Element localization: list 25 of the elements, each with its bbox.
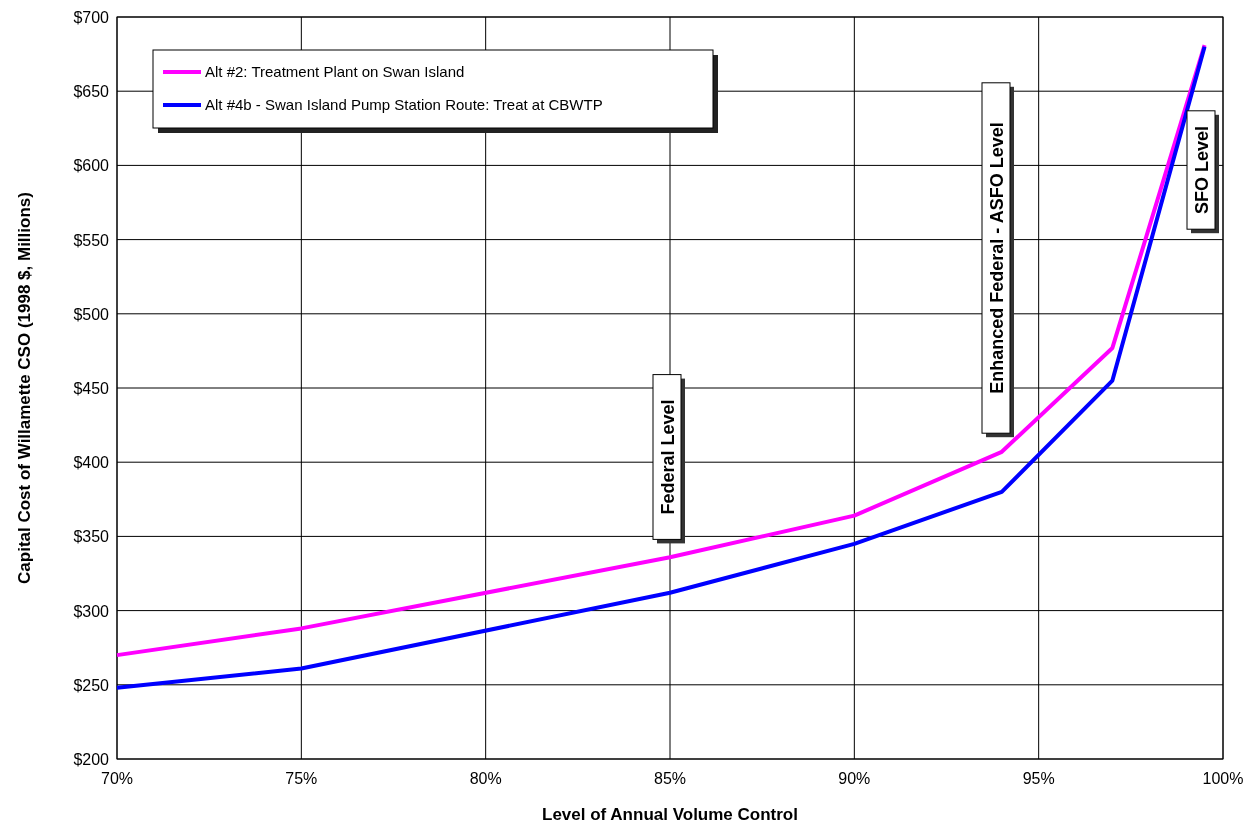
- annotation: SFO Level: [1192, 125, 1212, 215]
- x-tick-label: 70%: [100, 770, 134, 787]
- annotation: Enhanced Federal - ASFO Level: [987, 122, 1007, 394]
- x-tick-label: 80%: [469, 770, 502, 787]
- y-tick-label: $200: [73, 751, 110, 768]
- y-tick-label: $700: [73, 9, 110, 26]
- legend-label: Alt #2: Treatment Plant on Swan Island: [205, 63, 465, 80]
- y-tick-label: $500: [73, 305, 110, 323]
- y-tick-label: $300: [73, 602, 110, 620]
- y-tick-label: $350: [73, 528, 110, 546]
- y-tick-label: $550: [73, 231, 110, 249]
- y-tick-label: $250: [73, 676, 110, 694]
- y-tick-label: $600: [73, 157, 110, 175]
- y-axis-title: Capital Cost of Willamette CSO (1998 $, Millions): [15, 192, 34, 584]
- annotation: Federal Level: [658, 399, 678, 515]
- legend-label: Alt #4b - Swan Island Pump Station Route: Treat at CBWTP: [205, 96, 603, 113]
- x-tick-label: 75%: [285, 770, 318, 787]
- x-tick-label: 85%: [653, 770, 687, 787]
- y-tick-label: $450: [73, 380, 110, 397]
- x-tick-label: 95%: [1022, 770, 1055, 787]
- y-tick-label: $400: [73, 454, 110, 472]
- x-tick-label: 90%: [838, 770, 871, 787]
- x-axis-title: Level of Annual Volume Control: [542, 805, 798, 824]
- x-tick-label: 100%: [1202, 770, 1244, 787]
- y-tick-label: $650: [73, 83, 110, 101]
